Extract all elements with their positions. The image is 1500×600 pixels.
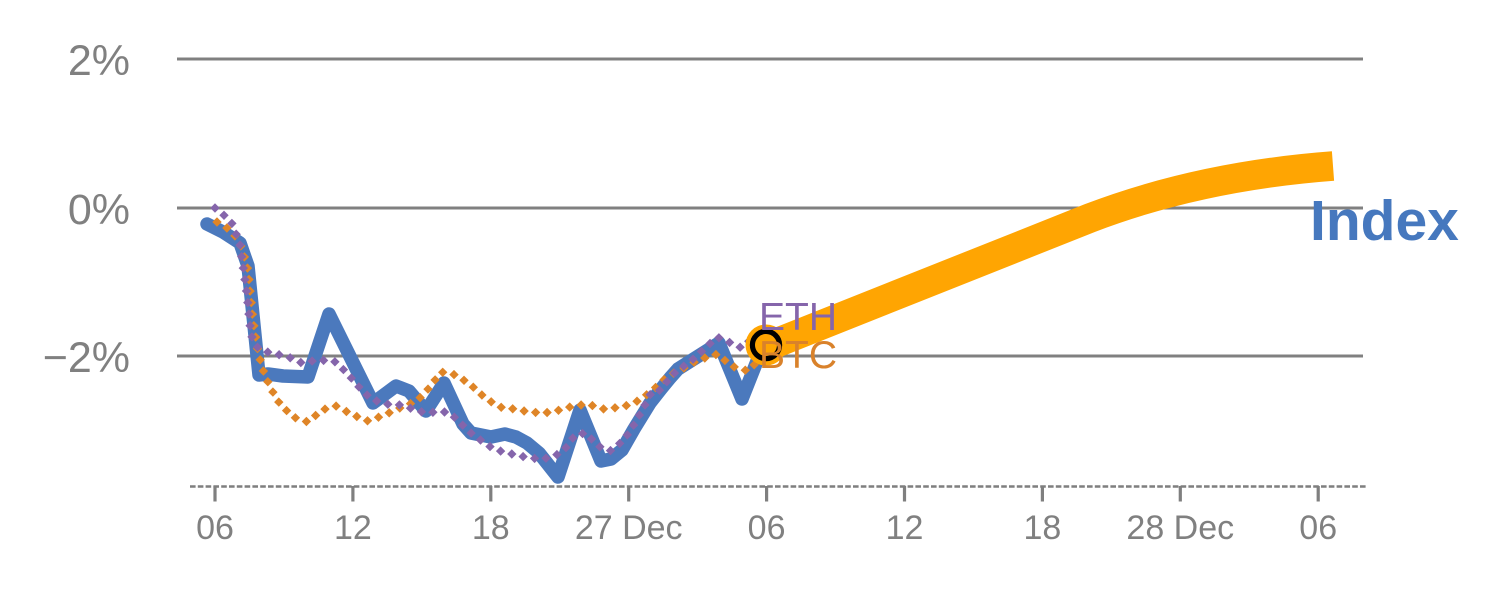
svg-text:18: 18 xyxy=(1023,509,1061,547)
svg-text:−2%: −2% xyxy=(43,334,130,382)
svg-text:2%: 2% xyxy=(68,37,130,85)
svg-text:28 Dec: 28 Dec xyxy=(1126,509,1234,547)
svg-text:06: 06 xyxy=(1299,509,1337,547)
svg-text:06: 06 xyxy=(748,509,786,547)
svg-text:BTC: BTC xyxy=(759,334,837,377)
svg-text:18: 18 xyxy=(472,509,510,547)
svg-text:0%: 0% xyxy=(68,186,130,234)
svg-text:ETH: ETH xyxy=(759,296,837,339)
svg-text:06: 06 xyxy=(196,509,234,547)
svg-text:27 Dec: 27 Dec xyxy=(575,509,683,547)
svg-text:12: 12 xyxy=(886,509,924,547)
svg-text:12: 12 xyxy=(334,509,372,547)
svg-text:Index: Index xyxy=(1310,189,1459,253)
